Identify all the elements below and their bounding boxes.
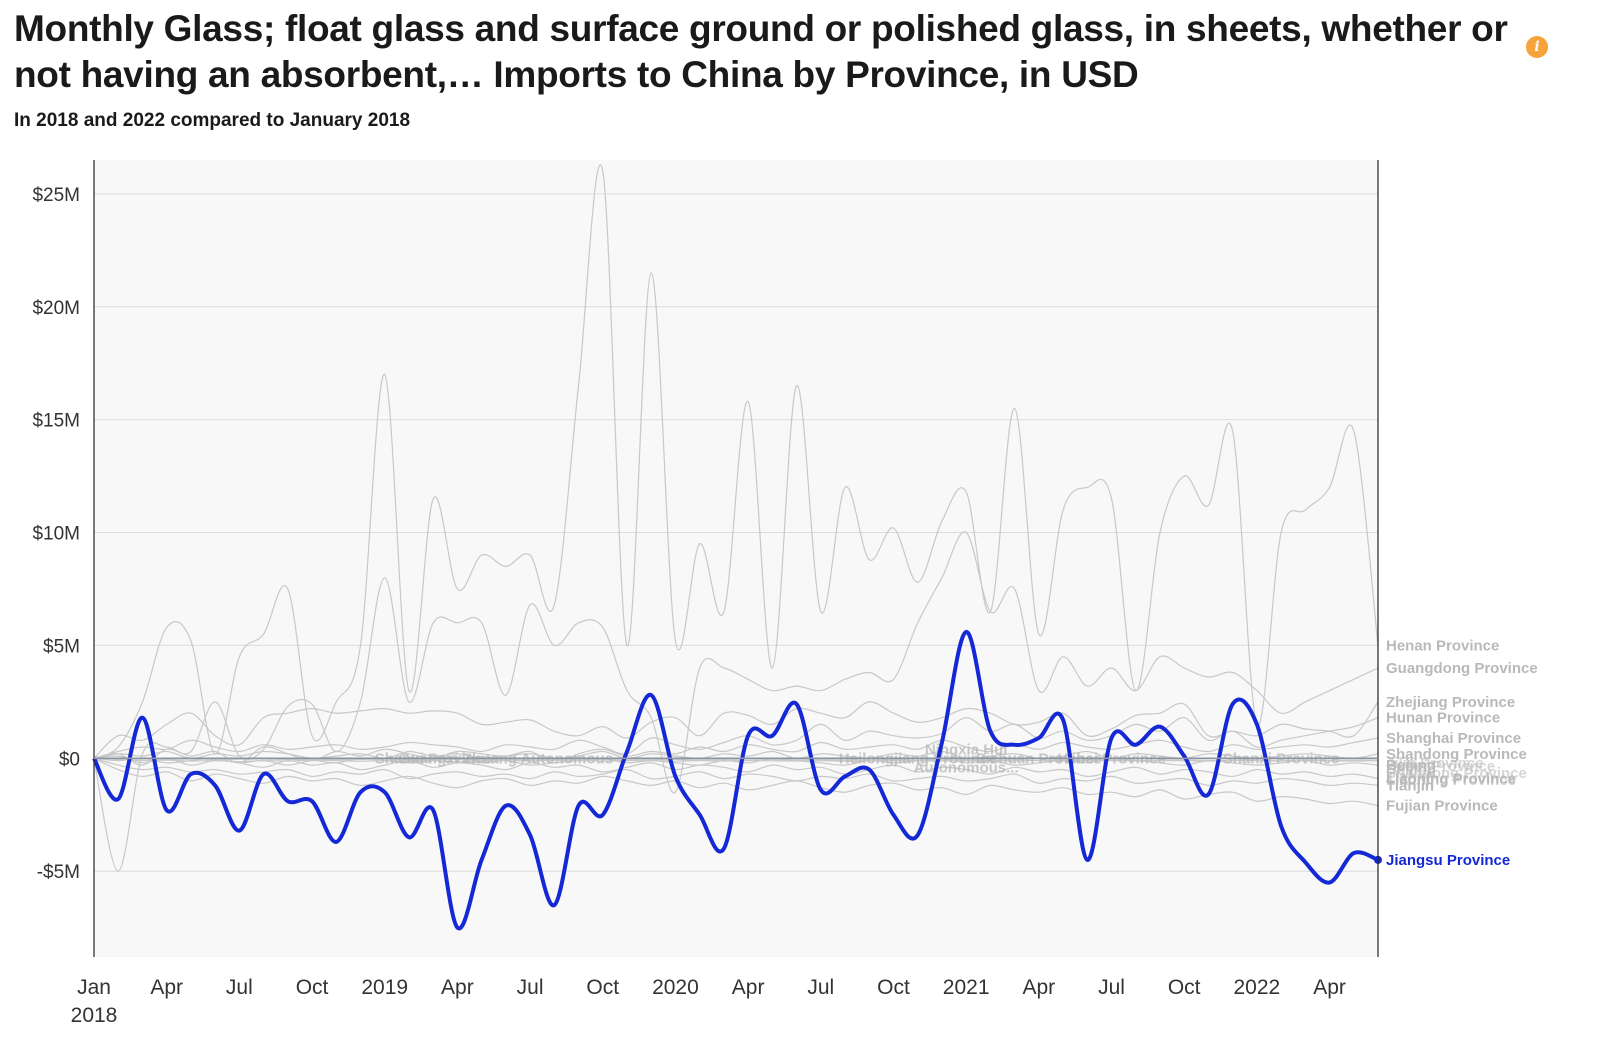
end-label-hunan-province: Hunan Province <box>1386 710 1500 727</box>
series-line-tianjin[interactable] <box>93 757 1379 787</box>
end-label-extra: Beijing <box>1386 762 1436 779</box>
axes <box>93 160 1379 957</box>
x-tick-label: Jul <box>517 976 544 999</box>
x-tick-label: Oct <box>586 976 619 999</box>
x-tick-label: Apr <box>1313 976 1346 999</box>
info-icon[interactable]: i <box>1526 36 1548 58</box>
series-line-liaoning-province[interactable] <box>93 755 1379 780</box>
end-label-extra: Liaoning Province <box>1386 772 1516 789</box>
x-tick-label: 2020 <box>652 976 699 999</box>
y-tick-label: -$5M <box>37 862 80 883</box>
x-tick-label: Apr <box>150 976 183 999</box>
x-tick-label: Apr <box>441 976 474 999</box>
inline-label: Ningxia Hui <box>925 741 1008 758</box>
y-tick-label: $15M <box>32 411 80 432</box>
series-line-henan-province[interactable] <box>93 164 1379 759</box>
x-tick-sublabel: 2018 <box>71 1004 118 1027</box>
series-line-guangdong-province[interactable] <box>93 531 1379 872</box>
x-tick-label: 2019 <box>361 976 408 999</box>
x-tick-label: Oct <box>296 976 329 999</box>
end-label-extra: Hubei Province <box>1386 758 1495 775</box>
x-tick-label: 2021 <box>943 976 990 999</box>
end-label-jiangsu-province: Jiangsu Province <box>1386 852 1510 869</box>
end-label-fujian-province: Fujian Province <box>1386 798 1498 815</box>
y-tick-label: $10M <box>32 524 80 545</box>
end-label-extra: Shandong Province <box>1386 765 1527 782</box>
series-line-beijing[interactable] <box>93 757 1379 766</box>
series-line-zhejiang-province[interactable] <box>93 701 1379 759</box>
series-line-ningxia-hui-autonomous[interactable] <box>93 757 1379 761</box>
series-line-jiangsu-province[interactable] <box>92 629 1379 931</box>
end-label-extra: Tianjin <box>1386 768 1434 785</box>
end-label-henan-province: Henan Province <box>1386 637 1499 654</box>
x-tick-label: Jul <box>1098 976 1125 999</box>
chart-subtitle: In 2018 and 2022 compared to January 201… <box>14 110 411 131</box>
end-label-extra: Jilin Province <box>1386 755 1484 772</box>
end-label-shandong-province: Shandong Province <box>1386 746 1527 763</box>
x-tick-label: 2022 <box>1234 976 1281 999</box>
end-label-liaoning-province: Liaoning Province <box>1386 771 1516 788</box>
x-tick-label: Apr <box>1022 976 1055 999</box>
plot-area <box>94 160 1378 957</box>
x-tick-label: Apr <box>732 976 765 999</box>
chart-title: Monthly Glass; float glass and surface g… <box>14 8 1508 95</box>
y-axis-labels: $25M $20M $15M $10M $5M $0 -$5M <box>32 185 80 883</box>
y-tick-label: $25M <box>32 185 80 206</box>
end-label-guangdong-province: Guangdong Province <box>1386 660 1538 677</box>
x-tick-label: Jul <box>226 976 253 999</box>
end-label-beijing: Beijing <box>1386 757 1436 774</box>
x-axis-labels: Jan 2018 Apr Jul Oct 2019 Apr Jul Oct 2020 Apr Jul O… <box>71 976 1346 1027</box>
x-tick-label: Oct <box>877 976 910 999</box>
x-tick-label: Jul <box>807 976 834 999</box>
y-tick-label: $0 <box>59 749 80 770</box>
y-tick-label: $5M <box>43 636 80 657</box>
end-label-zhejiang-province: Zhejiang Province <box>1386 694 1515 711</box>
series-end-labels: Jiangsu Province Henan Province Guangdong … <box>1386 637 1538 868</box>
end-label-tianjin: Tianjin <box>1386 777 1434 794</box>
x-tick-label: Oct <box>1168 976 1201 999</box>
inline-label: Autonomous... <box>914 759 1019 776</box>
x-tick-label: Jan <box>77 976 111 999</box>
series-line-hunan-province[interactable] <box>93 717 1379 759</box>
y-tick-label: $20M <box>32 298 80 319</box>
end-label-shanghai-province: Shanghai Province <box>1386 730 1521 747</box>
plot-background <box>94 160 1378 957</box>
